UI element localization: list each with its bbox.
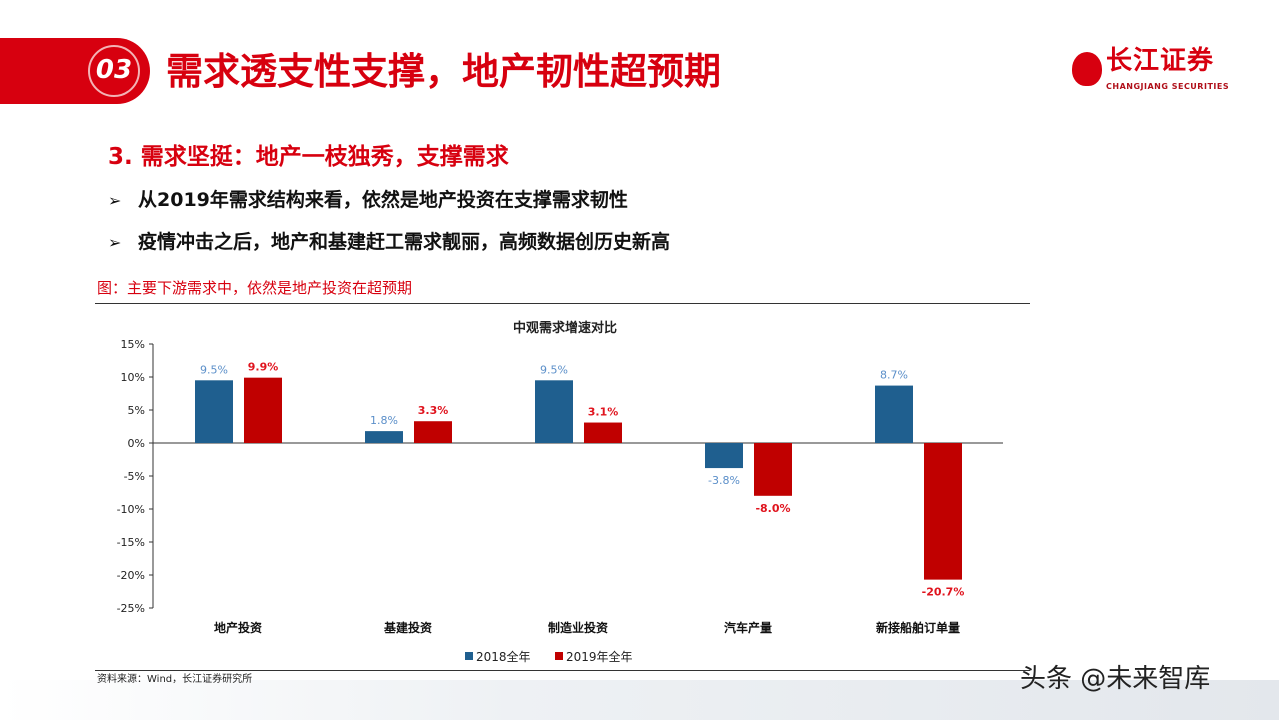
data-label: 1.8% — [370, 414, 398, 427]
data-label: 9.5% — [540, 363, 568, 376]
bullet-item: ➢ 疫情冲击之后，地产和基建赶工需求靓丽，高频数据创历史新高 — [108, 229, 670, 256]
page-title: 需求透支性支撑，地产韧性超预期 — [166, 50, 721, 93]
data-label: 3.1% — [588, 406, 619, 419]
bullet-text: 疫情冲击之后，地产和基建赶工需求靓丽，高频数据创历史新高 — [138, 231, 671, 253]
legend-swatch — [555, 652, 563, 660]
y-tick-label: -5% — [124, 470, 145, 483]
x-tick-label: 制造业投资 — [548, 620, 608, 635]
y-tick-label: -15% — [117, 536, 145, 549]
subtitle: 3. 需求坚挺：地产一枝独秀，支撑需求 — [108, 144, 509, 170]
bar-2018 — [705, 443, 743, 469]
data-label: -20.7% — [922, 586, 965, 599]
legend-label: 2018全年 — [476, 649, 531, 664]
bar-chart: 中观需求增速对比 15% 10% 5% 0% -5% -10% -15% -20% -25% 地产投… — [117, 320, 1003, 664]
y-tick-label: 15% — [121, 338, 145, 351]
source-divider — [95, 670, 1030, 671]
y-tick-label: 0% — [128, 437, 145, 450]
data-label: 9.5% — [200, 363, 228, 376]
background-band — [0, 680, 1279, 720]
x-tick-label: 地产投资 — [214, 620, 262, 635]
bar-2019 — [244, 377, 282, 443]
bar-2018 — [535, 380, 573, 443]
x-tick-label: 汽车产量 — [724, 620, 772, 635]
bar-2018 — [875, 385, 913, 443]
source-note: 资料来源：Wind，长江证券研究所 — [97, 674, 253, 685]
y-tick-label: 5% — [128, 404, 145, 417]
y-tick-label: -10% — [117, 503, 145, 516]
watermark: 头条 @未来智库 — [1020, 664, 1211, 694]
bar-2019 — [414, 421, 452, 443]
bar-2019 — [924, 443, 962, 580]
y-tick-label: -20% — [117, 569, 145, 582]
chart-title: 中观需求增速对比 — [513, 320, 617, 336]
bar-2018 — [365, 431, 403, 443]
figure-caption: 图：主要下游需求中，依然是地产投资在超预期 — [97, 279, 413, 297]
logo-text-cn: 长江证券 — [1106, 46, 1215, 76]
y-tick-label: 10% — [121, 371, 145, 384]
x-tick-label: 基建投资 — [383, 620, 432, 635]
logo-emblem-icon — [1072, 52, 1102, 86]
data-label: 8.7% — [880, 369, 908, 382]
bar-2019 — [584, 422, 622, 443]
y-tick-label: -25% — [117, 602, 145, 615]
logo-text-en: CHANGJIANG SECURITIES — [1106, 82, 1230, 91]
caption-divider — [95, 303, 1030, 304]
x-tick-label: 新接船舶订单量 — [876, 620, 960, 635]
bar-2019 — [754, 443, 792, 496]
data-label: 9.9% — [248, 361, 279, 374]
bullet-item: ➢ 从2019年需求结构来看，依然是地产投资在支撑需求韧性 — [108, 187, 628, 214]
legend-swatch — [465, 652, 473, 660]
arrow-right-icon: ➢ — [108, 191, 122, 210]
data-label: -8.0% — [755, 502, 790, 515]
legend-label: 2019年全年 — [566, 649, 633, 664]
bar-2018 — [195, 380, 233, 443]
data-label: -3.8% — [708, 474, 740, 487]
bullet-text: 从2019年需求结构来看，依然是地产投资在支撑需求韧性 — [138, 189, 628, 211]
arrow-right-icon: ➢ — [108, 233, 122, 252]
company-logo: 长江证券 CHANGJIANG SECURITIES — [1070, 46, 1260, 96]
section-number: 03 — [88, 45, 140, 97]
data-label: 3.3% — [418, 404, 449, 417]
